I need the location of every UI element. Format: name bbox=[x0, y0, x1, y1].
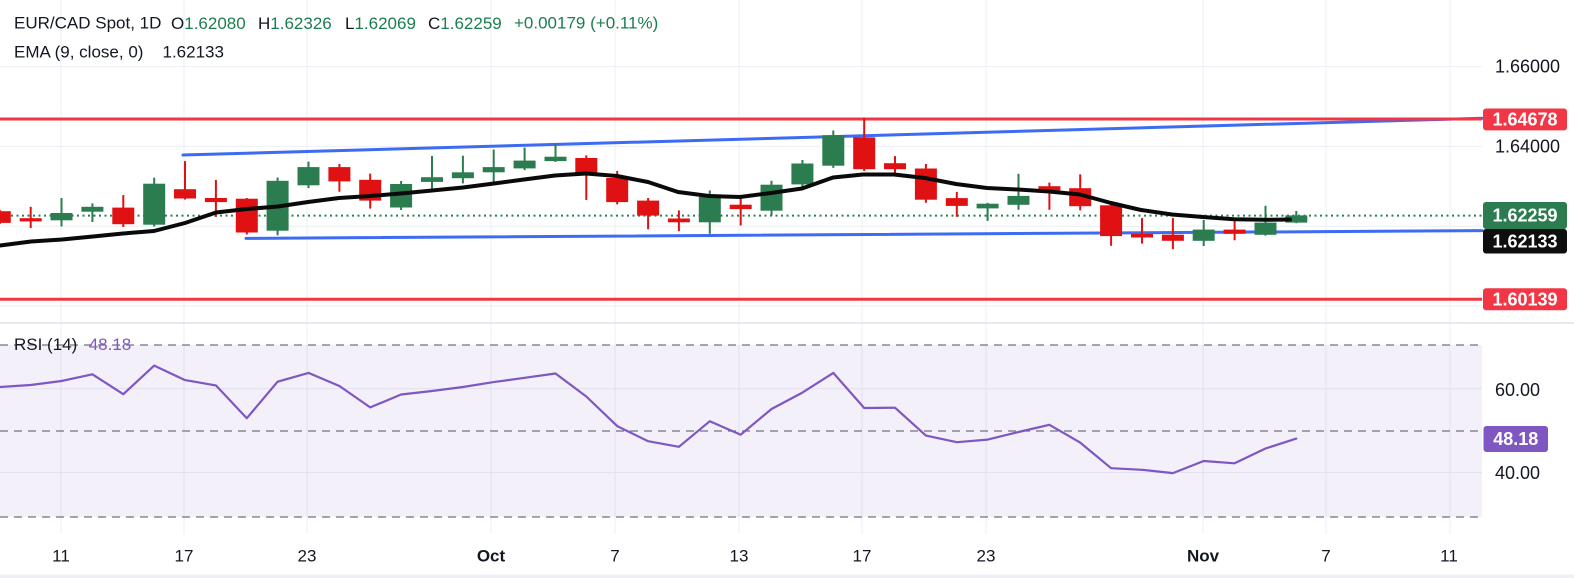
svg-text:EMA (9, close, 0): EMA (9, close, 0) bbox=[14, 43, 143, 62]
svg-text:L1.62069: L1.62069 bbox=[345, 14, 416, 33]
svg-text:1.62259: 1.62259 bbox=[1492, 206, 1557, 226]
svg-text:1.64000: 1.64000 bbox=[1495, 136, 1560, 156]
svg-text:EUR/CAD Spot, 1D: EUR/CAD Spot, 1D bbox=[14, 14, 161, 33]
svg-text:11: 11 bbox=[1440, 547, 1458, 566]
svg-text:1.64678: 1.64678 bbox=[1492, 109, 1557, 129]
svg-text:48.18: 48.18 bbox=[1493, 429, 1538, 449]
svg-text:48.18: 48.18 bbox=[89, 335, 132, 354]
svg-text:23: 23 bbox=[298, 547, 317, 566]
svg-text:Oct: Oct bbox=[477, 547, 506, 566]
svg-text:C1.62259: C1.62259 bbox=[428, 14, 502, 33]
svg-text:H1.62326: H1.62326 bbox=[258, 14, 332, 33]
svg-text:13: 13 bbox=[730, 547, 749, 566]
svg-text:7: 7 bbox=[1321, 547, 1330, 566]
svg-text:+0.00179 (+0.11%): +0.00179 (+0.11%) bbox=[514, 14, 658, 33]
svg-text:17: 17 bbox=[853, 547, 872, 566]
svg-text:23: 23 bbox=[977, 547, 996, 566]
svg-text:1.66000: 1.66000 bbox=[1495, 57, 1560, 77]
svg-text:O1.62080: O1.62080 bbox=[171, 14, 246, 33]
svg-text:40.00: 40.00 bbox=[1495, 463, 1540, 483]
svg-text:17: 17 bbox=[175, 547, 194, 566]
svg-text:RSI (14): RSI (14) bbox=[14, 335, 77, 354]
svg-text:11: 11 bbox=[52, 547, 70, 566]
svg-text:1.62133: 1.62133 bbox=[1492, 231, 1557, 251]
svg-text:Nov: Nov bbox=[1187, 547, 1220, 566]
svg-text:60.00: 60.00 bbox=[1495, 380, 1540, 400]
svg-text:7: 7 bbox=[610, 547, 619, 566]
svg-text:1.60139: 1.60139 bbox=[1492, 289, 1557, 309]
svg-text:1.62133: 1.62133 bbox=[163, 43, 224, 62]
